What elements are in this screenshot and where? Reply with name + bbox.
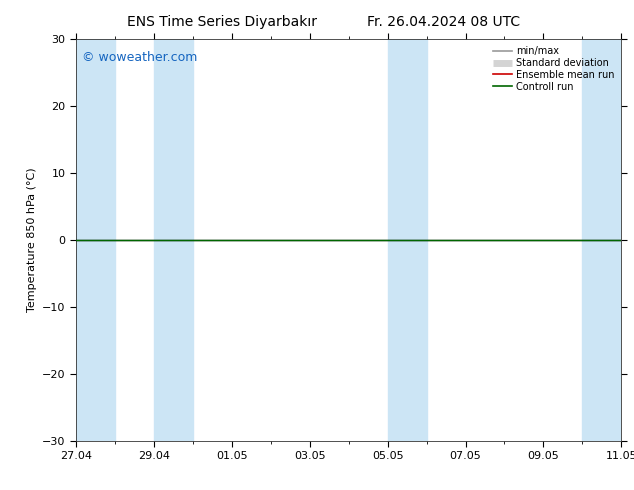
Y-axis label: Temperature 850 hPa (°C): Temperature 850 hPa (°C)	[27, 168, 37, 313]
Bar	[583, 39, 621, 441]
Text: © woweather.com: © woweather.com	[82, 51, 197, 64]
Bar	[154, 39, 193, 441]
Bar	[387, 39, 427, 441]
Text: Fr. 26.04.2024 08 UTC: Fr. 26.04.2024 08 UTC	[367, 15, 521, 29]
Bar	[76, 39, 115, 441]
Legend: min/max, Standard deviation, Ensemble mean run, Controll run: min/max, Standard deviation, Ensemble me…	[489, 42, 618, 96]
Text: ENS Time Series Diyarbakır: ENS Time Series Diyarbakır	[127, 15, 317, 29]
